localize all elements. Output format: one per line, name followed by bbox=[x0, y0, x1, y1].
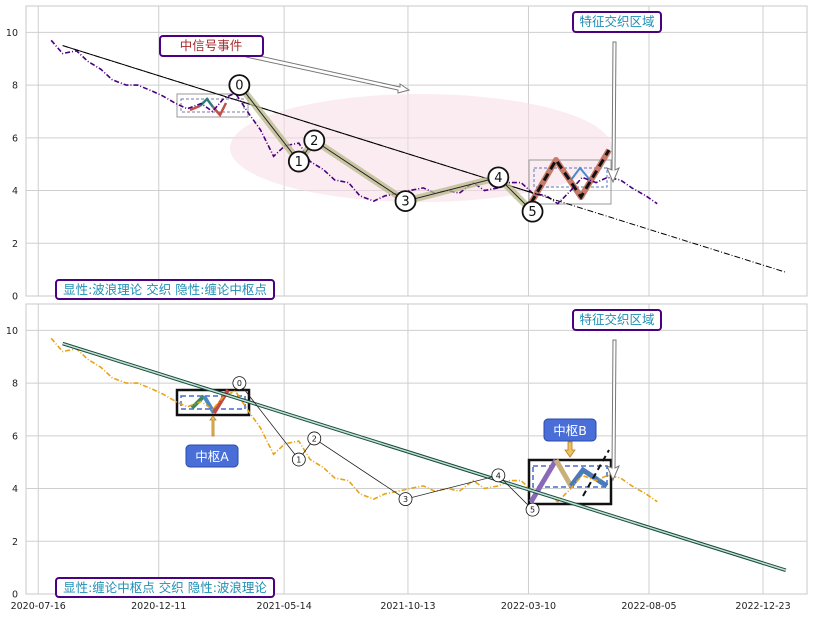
bottom-zone-label: 特征交织区域 bbox=[572, 309, 662, 331]
bottom-wave-marker-3 bbox=[398, 492, 413, 506]
bottom-xtick-label: 2022-12-23 bbox=[735, 601, 790, 612]
bottom-ytick-label: 8 bbox=[12, 379, 18, 390]
bottom-xtick-label: 2022-03-10 bbox=[501, 601, 556, 612]
top-ytick-label: 6 bbox=[12, 133, 18, 144]
bottom-zone-text: 特征交织区域 bbox=[579, 312, 654, 327]
top-wave-marker-1 bbox=[287, 150, 310, 173]
bottom-ytick-label: 4 bbox=[12, 484, 18, 495]
bottom-pivot-b-zigzag-2 bbox=[553, 458, 574, 488]
top-wave-marker-0 bbox=[228, 74, 251, 96]
bottom-x-axis: 2020-07-16 2020-12-11 2021-05-14 2021-10-13… bbox=[11, 601, 791, 612]
top-zone-arrow-shape bbox=[606, 41, 620, 184]
top-trend-line-solid bbox=[62, 45, 533, 194]
top-panel-frame bbox=[25, 5, 808, 297]
bottom-ytick-label: 6 bbox=[12, 431, 18, 442]
bottom-xtick-label: 2020-07-16 bbox=[11, 601, 66, 612]
bottom-caption-text: 显性:缠论中枢点 交织 隐性:波浪理论 bbox=[63, 580, 267, 595]
top-caption-text: 显性:波浪理论 交织 隐性:缠论中枢点 bbox=[63, 282, 267, 297]
top-pivot-b-frame bbox=[528, 159, 612, 205]
bottom-pivot-a-text: 中枢A bbox=[195, 449, 229, 464]
top-wave-label-0: 0 bbox=[235, 79, 243, 94]
bottom-ytick-label: 2 bbox=[12, 537, 18, 548]
top-pivot-a-zigzag-1 bbox=[189, 104, 201, 112]
bottom-pivot-b-text: 中枢B bbox=[553, 423, 587, 438]
bottom-xtick-label: 2020-12-11 bbox=[131, 601, 186, 612]
bottom-wave-label-0: 0 bbox=[237, 379, 242, 388]
top-ytick-label: 10 bbox=[6, 28, 18, 39]
bottom-wave-path bbox=[239, 382, 533, 510]
top-signal-arrow-shape bbox=[245, 52, 411, 94]
top-pivot-a-frame bbox=[176, 93, 249, 118]
bottom-trend-line bbox=[62, 342, 787, 571]
bottom-pivot-a bbox=[175, 388, 251, 417]
top-ytick-label: 4 bbox=[12, 186, 18, 197]
bottom-caption: 显性:缠论中枢点 交织 隐性:波浪理论 bbox=[55, 577, 275, 598]
bottom-wave-label-4: 4 bbox=[496, 471, 501, 480]
top-pivot-b-inner bbox=[533, 167, 608, 188]
top-ytick-label: 8 bbox=[12, 81, 18, 92]
top-signal-event-text: 中信号事件 bbox=[180, 38, 243, 53]
top-y-axis: 0 2 4 6 8 10 bbox=[6, 28, 18, 303]
bottom-ytick-label: 0 bbox=[12, 590, 18, 601]
bottom-wave-marker-4 bbox=[491, 468, 506, 483]
top-pivot-a-zigzag-3 bbox=[212, 102, 228, 118]
bottom-wave-marker-2 bbox=[307, 431, 322, 446]
top-grid bbox=[26, 6, 807, 297]
bottom-pivot-a-pointer bbox=[209, 415, 217, 437]
top-zone-text: 特征交织区域 bbox=[579, 14, 654, 29]
bottom-wave-label-3: 3 bbox=[403, 495, 408, 504]
top-wave-label-3: 3 bbox=[401, 195, 409, 210]
top-ytick-label: 2 bbox=[12, 239, 18, 250]
bottom-pivot-a-label: 中枢A bbox=[185, 415, 239, 468]
bottom-xtick-label: 2021-05-14 bbox=[257, 601, 312, 612]
bottom-wave-marker-0 bbox=[232, 376, 247, 390]
bottom-pivot-b-label: 中枢B bbox=[543, 418, 597, 458]
top-wave-marker-2 bbox=[303, 129, 326, 152]
bottom-pivot-b bbox=[527, 449, 613, 506]
bottom-wave-label-2: 2 bbox=[312, 434, 317, 443]
bottom-wave-label-5: 5 bbox=[530, 506, 535, 515]
bottom-wave-label-1: 1 bbox=[296, 456, 301, 465]
top-wave-markers: 0 12 3 4 5 bbox=[228, 74, 544, 223]
bottom-pivot-b-zigzag-3 bbox=[569, 466, 609, 489]
bottom-pivot-b-pointer bbox=[564, 441, 576, 458]
top-pivot-b-zigzag-3 bbox=[570, 166, 591, 181]
top-signal-event-label: 中信号事件 bbox=[159, 35, 264, 57]
top-ytick-label: 0 bbox=[12, 292, 18, 303]
bottom-xtick-label: 2022-08-05 bbox=[621, 601, 676, 612]
top-highlight-ellipse bbox=[230, 94, 612, 202]
top-signal-arrow bbox=[245, 52, 411, 94]
top-wave-label-2: 2 bbox=[310, 134, 318, 149]
bottom-wave-marker-1 bbox=[291, 452, 306, 467]
bottom-price-series bbox=[50, 337, 658, 503]
bottom-zone-arrow bbox=[606, 339, 620, 482]
top-wave-marker-3 bbox=[394, 190, 417, 212]
bottom-wave-marker-5 bbox=[525, 502, 540, 517]
top-pivot-a-zigzag-2 bbox=[199, 97, 214, 108]
bottom-ytick-label: 10 bbox=[6, 326, 18, 337]
top-wave-marker-5 bbox=[521, 200, 544, 223]
top-wave-marker-4 bbox=[487, 166, 510, 189]
bottom-y-axis: 0 2 4 6 8 10 bbox=[6, 326, 18, 601]
top-zone-label: 特征交织区域 bbox=[572, 11, 662, 33]
top-zone-arrow bbox=[606, 41, 620, 184]
top-pivot-b bbox=[528, 148, 612, 205]
top-pivot-b-zigzag-2 bbox=[529, 149, 611, 204]
bottom-panel-frame bbox=[25, 303, 808, 595]
top-price-series bbox=[50, 39, 658, 205]
top-caption: 显性:波浪理论 交织 隐性:缠论中枢点 bbox=[55, 279, 275, 300]
bottom-zone-arrow-shape bbox=[606, 339, 620, 482]
bottom-xtick-label: 2021-10-13 bbox=[380, 601, 435, 612]
bottom-pivot-b-inner bbox=[532, 465, 608, 488]
top-wave-label-4: 4 bbox=[494, 171, 502, 186]
top-wave-label-1: 1 bbox=[295, 155, 303, 170]
bottom-pivot-b-zigzag-4 bbox=[582, 449, 610, 497]
bottom-wave-markers: 0 1 2 3 4 5 bbox=[232, 376, 540, 517]
bottom-grid bbox=[26, 304, 807, 595]
top-wave-label-5: 5 bbox=[528, 205, 536, 220]
bottom-pivot-b-zigzag-1 bbox=[528, 458, 559, 504]
